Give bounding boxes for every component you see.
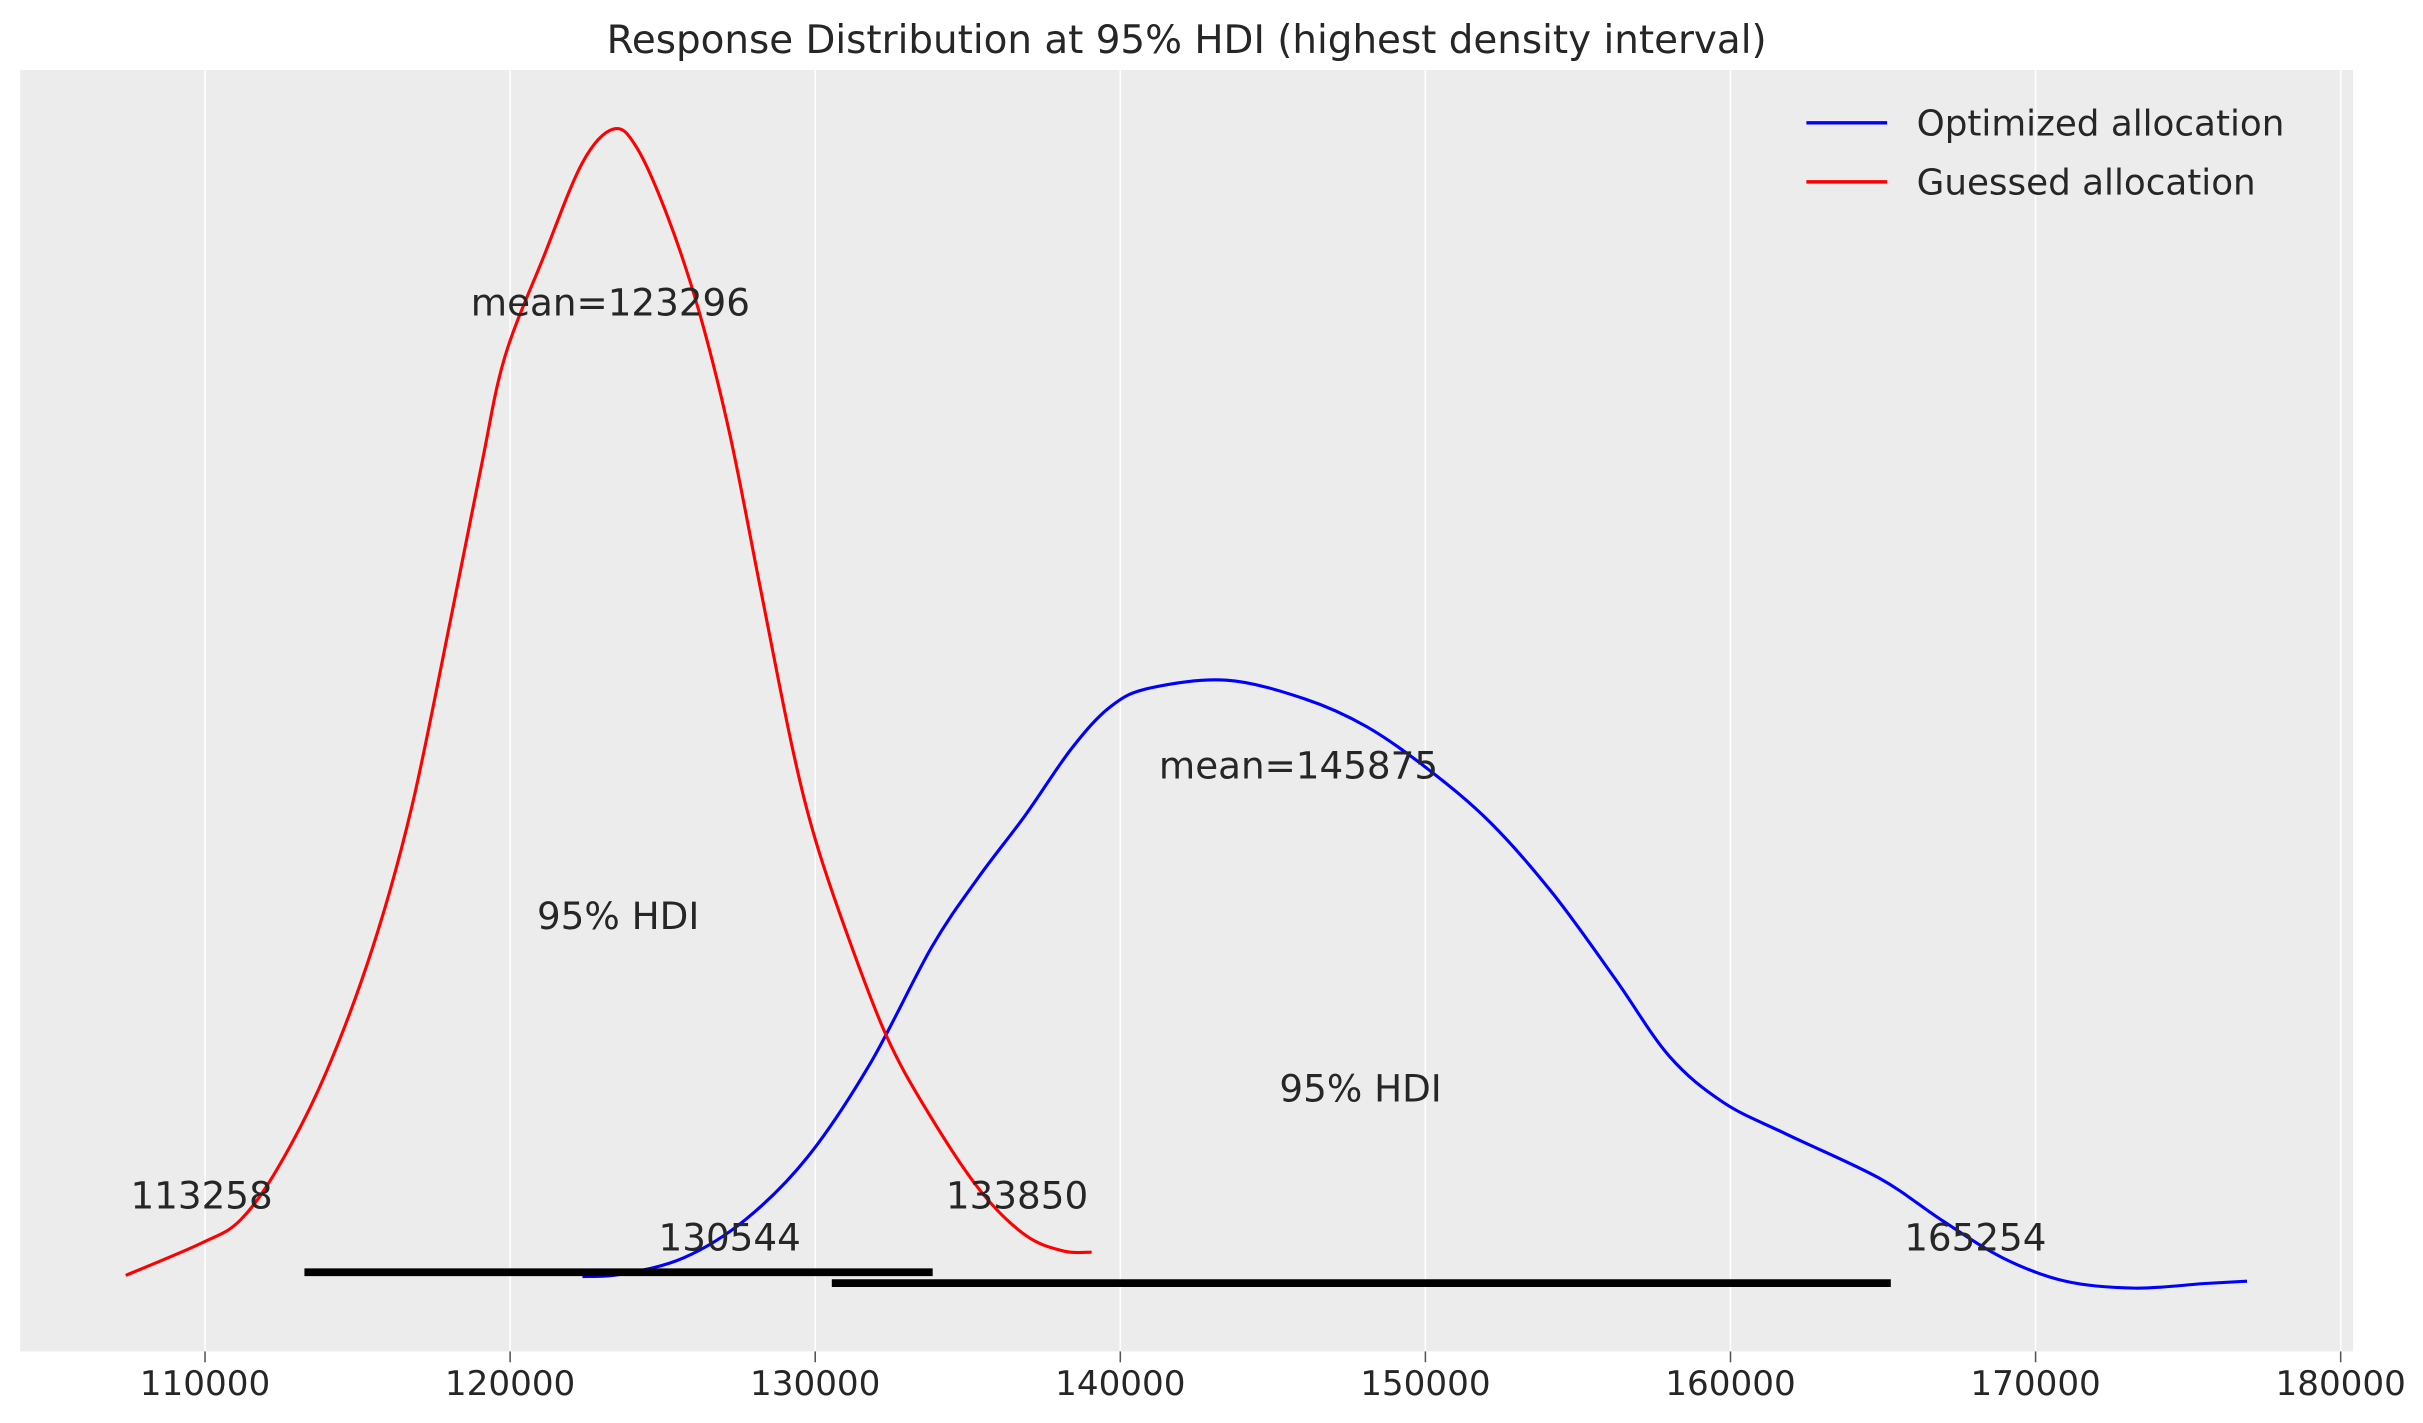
x-tick-label: 170000 — [1970, 1364, 2100, 1404]
hdi-low-label-optimized: 130544 — [659, 1215, 801, 1259]
legend-label-guessed: Guessed allocation — [1917, 162, 2256, 203]
legend-label-optimized: Optimized allocation — [1917, 103, 2285, 144]
hdi-label-optimized: 95% HDI — [1279, 1066, 1441, 1110]
mean-label-optimized: mean=145875 — [1159, 743, 1438, 787]
x-tick-label: 140000 — [1055, 1364, 1185, 1404]
hdi-high-label-guessed: 133850 — [946, 1174, 1088, 1218]
legend: Optimized allocation Guessed allocation — [1806, 103, 2284, 203]
x-axis: 110000 120000 130000 140000 150000 160000 1700… — [140, 1351, 2406, 1404]
x-tick-label: 110000 — [140, 1364, 270, 1404]
hdi-high-label-optimized: 165254 — [1904, 1215, 2046, 1259]
chart-title: Response Distribution at 95% HDI (highes… — [607, 18, 1767, 63]
hdi-bars — [304, 1268, 1891, 1287]
x-tick-label: 130000 — [750, 1364, 880, 1404]
x-tick-label: 150000 — [1360, 1364, 1490, 1404]
x-tick-label: 160000 — [1665, 1364, 1795, 1404]
x-tick-label: 120000 — [445, 1364, 575, 1404]
gridlines — [204, 70, 2342, 1352]
hdi-label-guessed: 95% HDI — [537, 894, 699, 938]
density-curve-guessed — [125, 126, 1092, 1277]
mean-label-guessed: mean=123296 — [471, 280, 750, 324]
density-curve-optimized — [582, 678, 2248, 1290]
density-curves — [125, 126, 2248, 1290]
plot-area — [20, 70, 2354, 1352]
x-tick-label: 180000 — [2275, 1364, 2405, 1404]
hdi-low-label-guessed: 113258 — [130, 1174, 272, 1218]
